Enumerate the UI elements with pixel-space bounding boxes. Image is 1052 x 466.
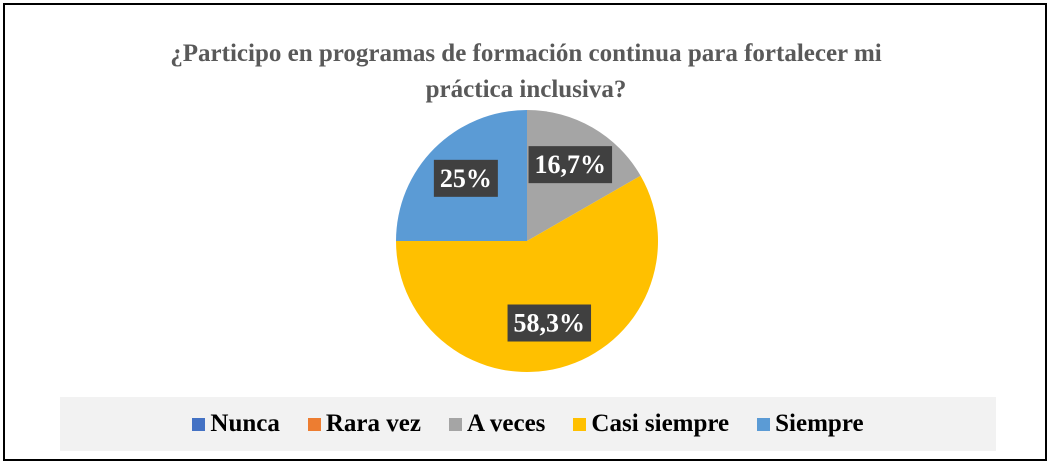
legend-swatch: [448, 417, 462, 431]
legend-label: Nunca: [210, 410, 280, 437]
legend-item: A veces: [448, 410, 546, 438]
data-label-box: [528, 146, 613, 184]
data-label: 58,3%: [514, 309, 586, 338]
pie-slice: [396, 175, 658, 373]
legend-label: Casi siempre: [591, 410, 730, 437]
legend-swatch: [192, 417, 206, 431]
legend-swatch: [757, 417, 771, 431]
chart-frame: [3, 3, 1047, 461]
legend-item: Rara vez: [307, 410, 421, 438]
legend-swatch: [573, 417, 587, 431]
data-label: 25%: [440, 164, 492, 193]
legend-item: Siempre: [757, 410, 864, 438]
legend-swatch: [307, 417, 321, 431]
data-label-box: [507, 304, 592, 342]
legend-label: Siempre: [775, 410, 864, 437]
legend-label: Rara vez: [325, 410, 421, 437]
legend-item: Casi siempre: [573, 410, 729, 438]
legend-label: A veces: [466, 410, 546, 437]
legend-item: Nunca: [192, 410, 280, 438]
legend: Nunca Rara vez A veces Casi siempre Siempre: [60, 397, 996, 451]
chart-title: ¿Participo en programas de formación con…: [170, 40, 882, 103]
data-label-box: [433, 159, 498, 197]
data-label: 16,7%: [535, 150, 607, 179]
